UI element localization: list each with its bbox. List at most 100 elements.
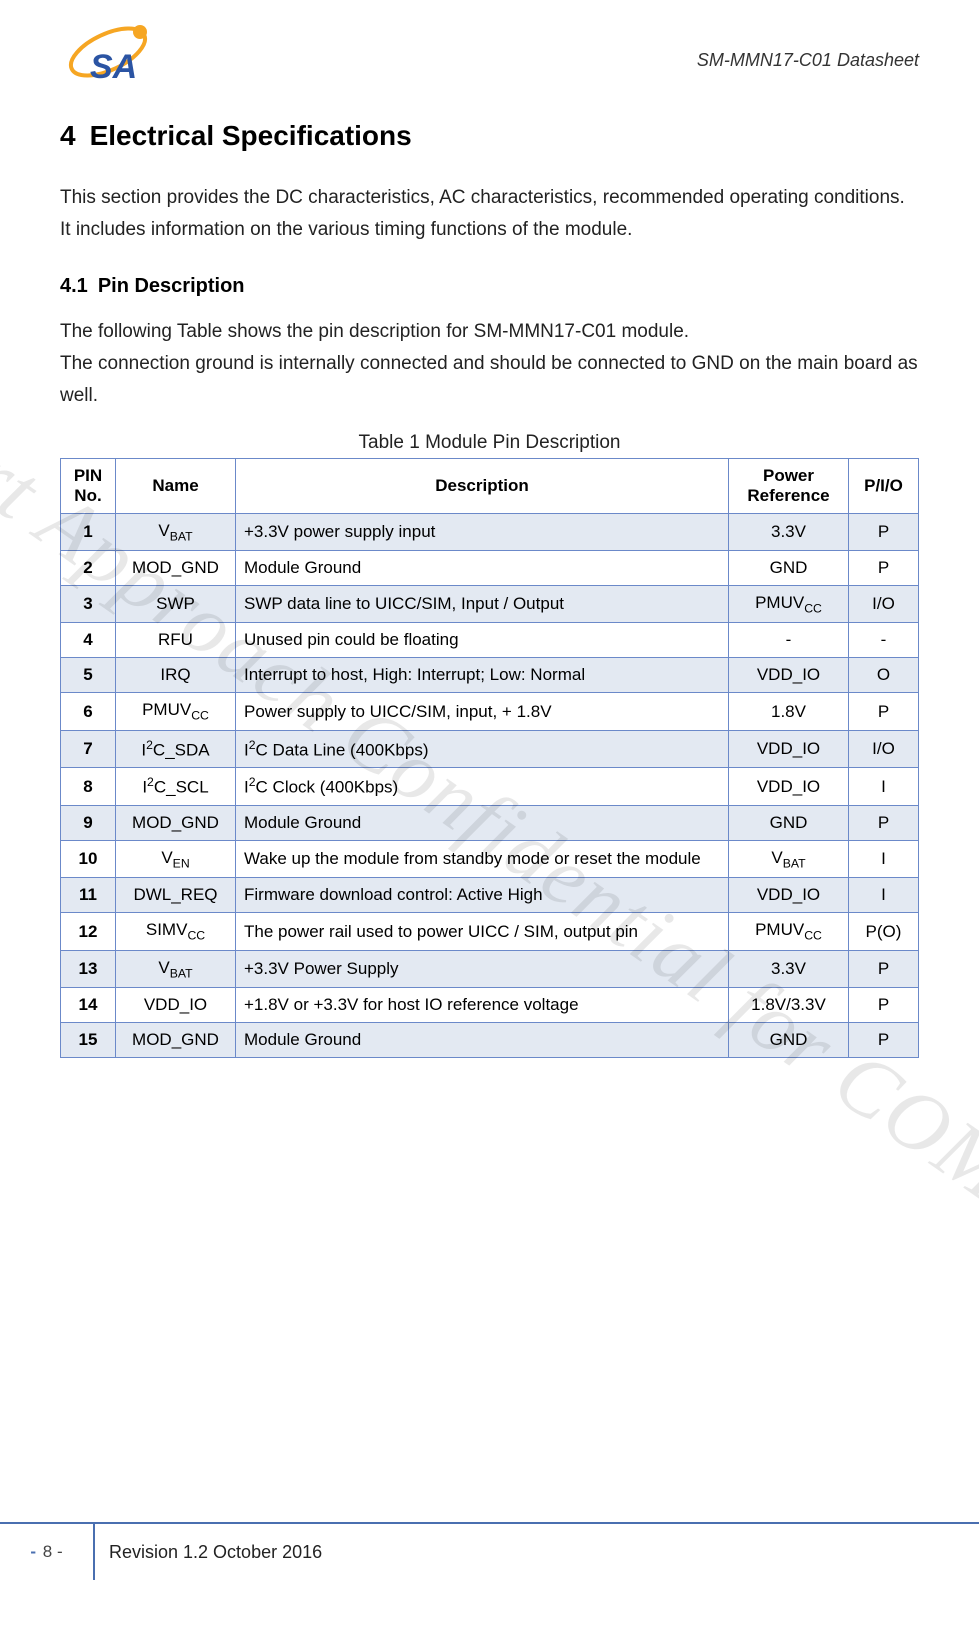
cell-power-reference: GND [729,1023,849,1058]
cell-description: The power rail used to power UICC / SIM,… [236,913,729,950]
cell-pio: I/O [849,585,919,622]
cell-pin-no: 3 [61,585,116,622]
page-header: SA SM-MMN17-C01 Datasheet [60,20,919,90]
col-header-desc: Description [236,459,729,513]
cell-pin-no: 6 [61,693,116,730]
cell-pin-no: 1 [61,513,116,550]
cell-power-reference: 1.8V/3.3V [729,988,849,1023]
company-logo: SA [60,20,170,90]
cell-name: VEN [116,841,236,878]
cell-name: SWP [116,585,236,622]
cell-description: I2C Data Line (400Kbps) [236,730,729,768]
cell-description: +3.3V power supply input [236,513,729,550]
cell-pio: P [849,513,919,550]
subsection-heading: 4.1 Pin Description [60,275,919,298]
cell-pio: I [849,841,919,878]
col-header-pin: PIN No. [61,459,116,513]
col-header-pio: P/I/O [849,459,919,513]
cell-power-reference: 3.3V [729,950,849,987]
cell-pin-no: 9 [61,806,116,841]
cell-name: IRQ [116,658,236,693]
cell-description: Power supply to UICC/SIM, input, + 1.8V [236,693,729,730]
section-title: Electrical Specifications [90,120,412,151]
subsection-number: 4.1 [60,275,88,297]
cell-name: I2C_SCL [116,768,236,806]
cell-pin-no: 12 [61,913,116,950]
cell-pin-no: 14 [61,988,116,1023]
cell-pio: P(O) [849,913,919,950]
cell-power-reference: 3.3V [729,513,849,550]
cell-pin-no: 10 [61,841,116,878]
cell-name: PMUVCC [116,693,236,730]
table-row: 5IRQInterrupt to host, High: Interrupt; … [61,658,919,693]
cell-pio: P [849,1023,919,1058]
cell-pin-no: 13 [61,950,116,987]
cell-power-reference: VDD_IO [729,768,849,806]
cell-pin-no: 7 [61,730,116,768]
cell-pio: I [849,878,919,913]
cell-pio: P [849,550,919,585]
cell-power-reference: GND [729,806,849,841]
table-row: 14VDD_IO+1.8V or +3.3V for host IO refer… [61,988,919,1023]
cell-pio: - [849,623,919,658]
cell-pio: I [849,768,919,806]
table-row: 3SWPSWP data line to UICC/SIM, Input / O… [61,585,919,622]
table-row: 1VBAT+3.3V power supply input3.3VP [61,513,919,550]
page: Smart Approach Confidential for COMPAL S… [0,0,979,1580]
cell-power-reference: PMUVCC [729,913,849,950]
cell-pin-no: 15 [61,1023,116,1058]
cell-description: Module Ground [236,1023,729,1058]
cell-pin-no: 4 [61,623,116,658]
table-row: 2MOD_GNDModule GroundGNDP [61,550,919,585]
table-row: 8I2C_SCLI2C Clock (400Kbps)VDD_IOI [61,768,919,806]
cell-description: SWP data line to UICC/SIM, Input / Outpu… [236,585,729,622]
table-row: 15MOD_GNDModule GroundGNDP [61,1023,919,1058]
table-row: 11DWL_REQFirmware download control: Acti… [61,878,919,913]
subsection-title: Pin Description [98,275,245,297]
cell-power-reference: 1.8V [729,693,849,730]
table-row: 6PMUVCCPower supply to UICC/SIM, input, … [61,693,919,730]
page-number: - 8 - [0,1524,95,1580]
document-title: SM-MMN17-C01 Datasheet [697,50,919,71]
cell-name: MOD_GND [116,806,236,841]
cell-name: SIMVCC [116,913,236,950]
cell-pin-no: 2 [61,550,116,585]
cell-description: Module Ground [236,550,729,585]
table-row: 10VENWake up the module from standby mod… [61,841,919,878]
cell-pin-no: 5 [61,658,116,693]
cell-description: I2C Clock (400Kbps) [236,768,729,806]
cell-pio: P [849,693,919,730]
table-row: 12SIMVCCThe power rail used to power UIC… [61,913,919,950]
cell-name: I2C_SDA [116,730,236,768]
section-intro: This section provides the DC characteris… [60,182,919,247]
section-number: 4 [60,120,76,151]
col-header-name: Name [116,459,236,513]
table-caption: Table 1 Module Pin Description [60,432,919,454]
cell-pio: P [849,806,919,841]
revision-text: Revision 1.2 October 2016 [95,1524,979,1580]
cell-pio: P [849,950,919,987]
cell-power-reference: - [729,623,849,658]
cell-name: VBAT [116,513,236,550]
cell-description: Unused pin could be floating [236,623,729,658]
cell-description: +3.3V Power Supply [236,950,729,987]
cell-name: DWL_REQ [116,878,236,913]
cell-pio: I/O [849,730,919,768]
table-row: 7I2C_SDAI2C Data Line (400Kbps)VDD_IOI/O [61,730,919,768]
cell-name: VDD_IO [116,988,236,1023]
cell-power-reference: VDD_IO [729,658,849,693]
cell-description: Interrupt to host, High: Interrupt; Low:… [236,658,729,693]
table-header-row: PIN No. Name Description Power Reference… [61,459,919,513]
cell-power-reference: VDD_IO [729,878,849,913]
section-heading: 4 Electrical Specifications [60,120,919,152]
cell-power-reference: VDD_IO [729,730,849,768]
table-row: 9MOD_GNDModule GroundGNDP [61,806,919,841]
cell-description: Module Ground [236,806,729,841]
table-row: 13VBAT+3.3V Power Supply3.3VP [61,950,919,987]
cell-name: VBAT [116,950,236,987]
page-footer: - 8 - Revision 1.2 October 2016 [0,1522,979,1580]
cell-name: MOD_GND [116,1023,236,1058]
svg-text:SA: SA [90,48,137,86]
cell-name: MOD_GND [116,550,236,585]
cell-pin-no: 11 [61,878,116,913]
